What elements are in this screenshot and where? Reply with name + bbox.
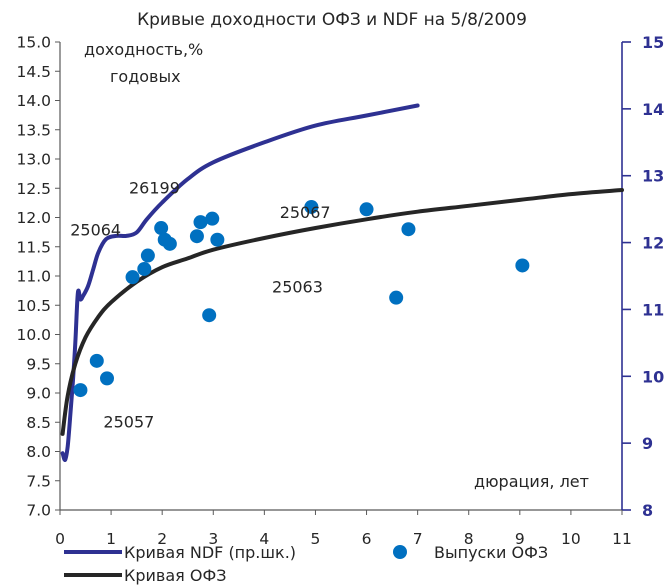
y-tick-label: 13.0: [16, 151, 51, 169]
ofz-curve-line: [60, 188, 624, 436]
ofz-issue-point: [125, 270, 140, 285]
legend-label-ndf: Кривая NDF (пр.шк.): [124, 543, 296, 562]
right-y-tick-label: 12: [642, 234, 664, 253]
right-y-tick-label: 11: [642, 300, 664, 319]
right-y-tick-label: 10: [642, 367, 664, 386]
x-tick-label: 11: [612, 530, 632, 548]
y-tick-label: 14.0: [16, 92, 51, 110]
issue-label: 25057: [103, 412, 154, 431]
y-tick-label: 13.5: [16, 121, 51, 139]
ofz-issue-point: [162, 236, 177, 251]
right-y-tick-label: 13: [642, 167, 664, 186]
y-tick-label: 15.0: [16, 34, 51, 52]
ofz-issue-point: [140, 248, 155, 263]
right-y-tick-label: 14: [642, 100, 664, 119]
ofz-issue-point: [205, 211, 220, 226]
ofz-issue-point: [154, 221, 169, 236]
x-tick-label: 5: [311, 530, 321, 548]
x-tick-label: 8: [464, 530, 474, 548]
x-tick-label: 9: [515, 530, 525, 548]
y-tick-label: 11.5: [16, 238, 51, 256]
y-tick-label: 12.5: [16, 180, 51, 198]
ofz-issue-point: [389, 290, 404, 305]
ndf-curve-line: [60, 103, 420, 462]
y-tick-label: 9.5: [26, 355, 51, 373]
ofz-issue-point: [359, 202, 374, 217]
ofz-issue-point: [193, 215, 208, 230]
series-layer: [60, 103, 624, 462]
x-tick-label: 2: [157, 530, 167, 548]
y-axis-label-line1: доходность,%: [84, 40, 203, 59]
right-y-tick-label: 9: [642, 434, 653, 453]
ofz-issue-point: [73, 383, 88, 398]
issue-label: 25067: [280, 203, 331, 222]
ofz-issue-point: [515, 258, 530, 273]
chart-title: Кривые доходности ОФЗ и NDF на 5/8/2009: [137, 10, 527, 30]
annotations: 26199 25064 25067 25063 25057: [70, 178, 330, 431]
x-axis-label: дюрация, лет: [474, 472, 589, 491]
x-tick-label: 0: [55, 530, 65, 548]
ofz-issue-point: [89, 353, 104, 368]
y-tick-label: 8.5: [26, 414, 51, 432]
legend-label-ofz-issues: Выпуски ОФЗ: [434, 543, 548, 562]
x-axis-ticks: 0 1 2 3 4 5 6 7 8 9 10 11: [55, 510, 632, 548]
y-axis-label-line2: годовых: [110, 67, 181, 86]
x-tick-label: 6: [362, 530, 372, 548]
right-y-tick-label: 15: [642, 33, 664, 52]
ofz-issue-point: [100, 371, 115, 386]
ofz-issue-point: [137, 261, 152, 276]
x-tick-label: 3: [208, 530, 218, 548]
legend-label-ofz: Кривая ОФЗ: [124, 566, 226, 585]
x-tick-label: 7: [413, 530, 423, 548]
ofz-issue-point: [189, 229, 204, 244]
ofz-issue-point: [401, 222, 416, 237]
ofz-issue-point: [304, 199, 319, 214]
right-y-axis-ticks: 8 9 10 11 12 13 14 15: [622, 33, 664, 520]
issue-label: 26199: [129, 178, 180, 197]
left-y-axis-ticks: 7.0 7.5 8.0 8.5 9.0 9.5 10.0 10.5 11.0 11.5 12.0 12…: [16, 34, 60, 520]
ofz-issue-point: [202, 308, 217, 323]
y-tick-label: 7.0: [26, 502, 51, 520]
y-tick-label: 11.0: [16, 268, 51, 286]
ofz-issue-point: [210, 232, 225, 247]
y-tick-label: 8.0: [26, 443, 51, 461]
y-tick-label: 14.5: [16, 63, 51, 81]
scatter-points: [73, 199, 530, 398]
legend-marker-ofz-issues: [393, 545, 407, 559]
y-tick-label: 7.5: [26, 472, 51, 490]
y-tick-label: 10.0: [16, 326, 51, 344]
y-tick-label: 9.0: [26, 385, 51, 403]
issue-label: 25064: [70, 220, 121, 239]
issue-label: 25063: [272, 278, 323, 297]
x-tick-label: 10: [561, 530, 581, 548]
y-tick-label: 12.0: [16, 209, 51, 227]
right-y-tick-label: 8: [642, 501, 653, 520]
legend: Кривая NDF (пр.шк.) Выпуски ОФЗ Кривая О…: [64, 543, 548, 585]
x-tick-label: 1: [106, 530, 116, 548]
x-tick-label: 4: [259, 530, 269, 548]
y-tick-label: 10.5: [16, 297, 51, 315]
